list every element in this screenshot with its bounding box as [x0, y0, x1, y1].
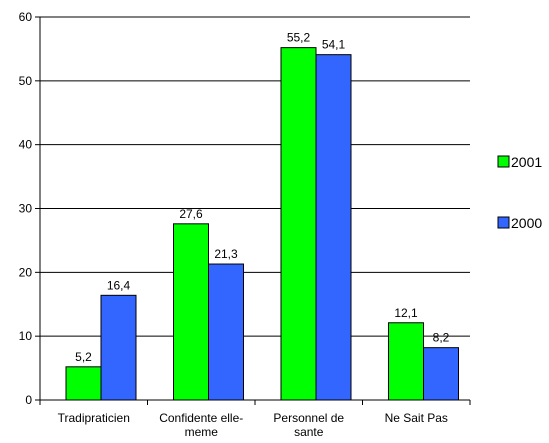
y-tick-label: 0 [25, 393, 32, 407]
bar [65, 366, 102, 401]
y-tick-label: 20 [19, 265, 33, 279]
y-tick-label: 60 [19, 10, 33, 24]
y-axis: 0 10 20 30 40 50 60 [19, 10, 41, 407]
data-label: 21,3 [214, 247, 238, 261]
gridlines [40, 16, 470, 337]
bar [315, 54, 352, 401]
legend-label: 2000 [511, 215, 542, 231]
y-tick-label: 10 [19, 329, 33, 343]
data-label: 16,4 [107, 278, 131, 292]
y-tick-label: 30 [19, 202, 33, 216]
x-tick-label: Ne Sait Pas [385, 411, 448, 425]
x-tick-label: Confidente elle-meme [159, 411, 243, 439]
x-tick-label: Tradipraticien [58, 411, 130, 425]
data-label: 27,6 [179, 207, 203, 221]
bar [100, 294, 137, 401]
data-label: 5,2 [75, 350, 92, 364]
data-label: 8,2 [433, 331, 450, 345]
bar [388, 322, 424, 401]
bar [208, 263, 244, 401]
x-axis: Tradipraticien Confidente elle-meme Person… [39, 399, 471, 439]
y-tick-label: 50 [19, 74, 33, 88]
bar [280, 47, 317, 401]
legend: 2001 2000 [497, 154, 542, 231]
y-tick-label: 40 [19, 138, 33, 152]
legend-label: 2001 [511, 154, 542, 170]
data-label: 55,2 [287, 31, 311, 45]
bars: 5,2 27,6 55,2 12,1 16,4 21,3 54,1 8,2 [65, 31, 459, 401]
x-tick-label: Personnel de sante [273, 411, 344, 439]
bar [173, 223, 209, 401]
legend-swatch [497, 216, 510, 229]
data-label: 54,1 [322, 38, 346, 52]
bar [423, 347, 459, 401]
data-label: 12,1 [394, 306, 418, 320]
legend-swatch [497, 155, 510, 168]
